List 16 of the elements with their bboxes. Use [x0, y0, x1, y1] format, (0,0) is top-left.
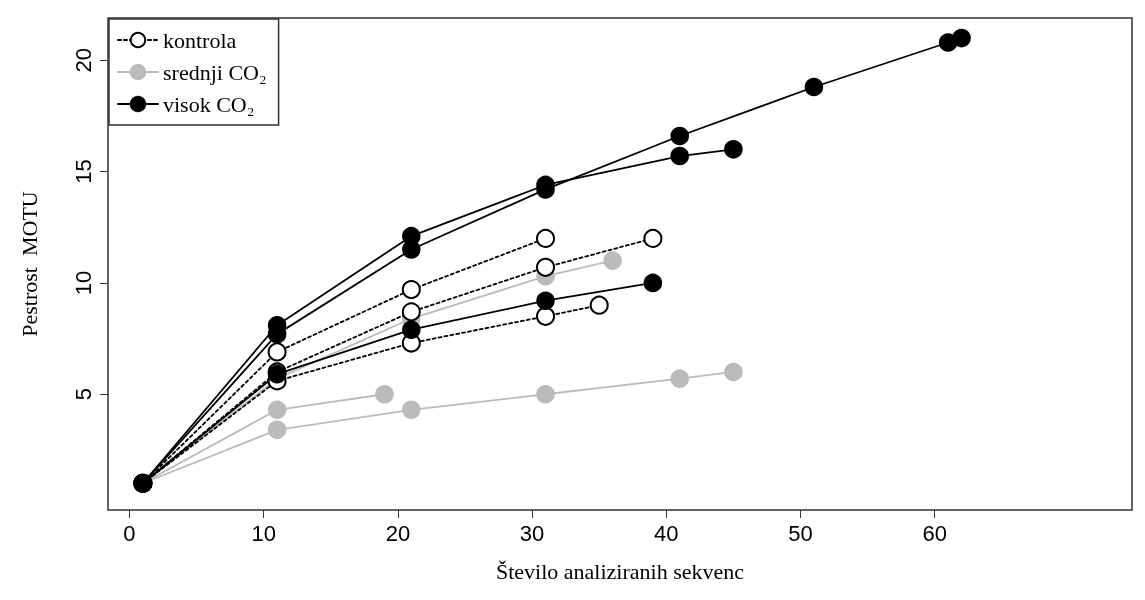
x-tick-label: 60 [922, 520, 947, 546]
legend-label: visok CO₂ [163, 91, 255, 117]
x-tick-label: 20 [385, 520, 411, 546]
legend-label: kontrola [163, 27, 237, 53]
y-tick-label: 5 [70, 388, 96, 401]
legend-label: srednji CO₂ [163, 59, 267, 85]
x-tick-label: 50 [788, 520, 813, 546]
y-tick-label: 15 [70, 159, 96, 184]
x-axis-title: Število analiziranih sekvenc [495, 558, 745, 584]
x-tick-label: 10 [251, 520, 276, 546]
y-tick-label: 10 [70, 270, 96, 296]
x-tick-label: 30 [519, 520, 545, 546]
y-tick-label: 20 [70, 48, 96, 73]
y-axis-title: Pestrost MOTU [16, 191, 42, 337]
x-tick-label: 0 [123, 520, 136, 546]
x-tick-label: 40 [654, 520, 679, 546]
